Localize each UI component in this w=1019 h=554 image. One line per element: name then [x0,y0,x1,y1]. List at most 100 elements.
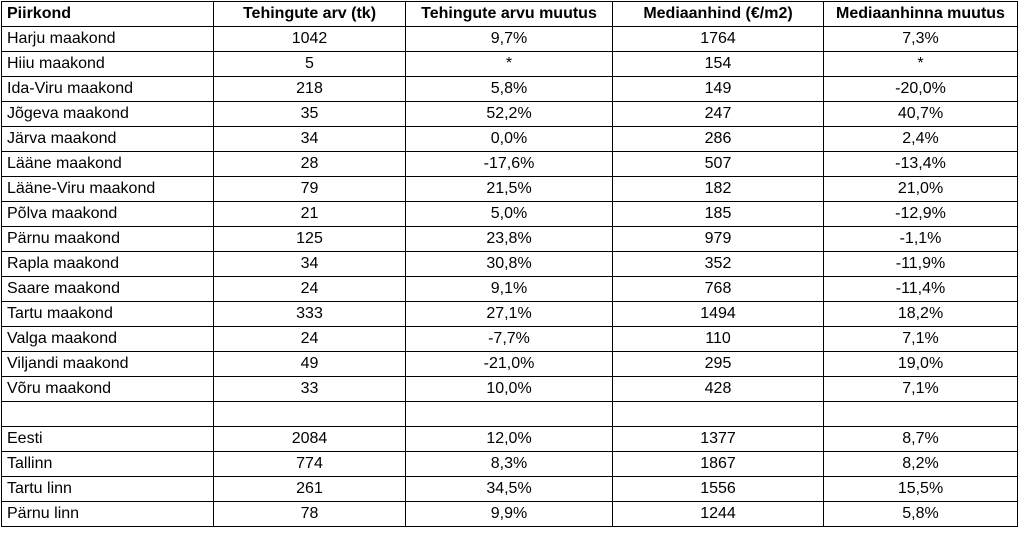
cell-median-price [612,401,824,427]
table-row: Võru maakond 33 10,0% 428 7,1% [1,376,1018,402]
cell-region: Võru maakond [1,376,214,402]
table-row: Põlva maakond 21 5,0% 185 -12,9% [1,201,1018,227]
cell-transactions: 125 [213,226,406,252]
cell-median-price: 352 [612,251,824,277]
cell-region: Eesti [1,426,214,452]
cell-median-price: 1867 [612,451,824,477]
cell-transactions-change: * [405,51,613,77]
cell-region: Valga maakond [1,326,214,352]
cell-transactions-change: 21,5% [405,176,613,202]
cell-transactions-change: 34,5% [405,476,613,502]
cell-median-price: 1494 [612,301,824,327]
cell-median-price-change: 8,2% [823,451,1018,477]
cell-transactions-change: -17,6% [405,151,613,177]
cell-transactions-change: 5,0% [405,201,613,227]
table-row: Rapla maakond 34 30,8% 352 -11,9% [1,251,1018,277]
cell-transactions: 34 [213,251,406,277]
cell-median-price-change: 40,7% [823,101,1018,127]
cell-median-price: 768 [612,276,824,302]
cell-median-price-change: 15,5% [823,476,1018,502]
cell-region [1,401,214,427]
cell-transactions: 218 [213,76,406,102]
cell-region: Lääne-Viru maakond [1,176,214,202]
header-median-price-change: Mediaanhinna muutus [823,1,1018,27]
cell-transactions-change: 0,0% [405,126,613,152]
cell-median-price: 154 [612,51,824,77]
cell-transactions-change: 30,8% [405,251,613,277]
cell-region: Rapla maakond [1,251,214,277]
cell-median-price-change: 5,8% [823,501,1018,527]
table-row [1,401,1018,427]
cell-transactions: 49 [213,351,406,377]
cell-median-price: 1244 [612,501,824,527]
cell-transactions-change: -7,7% [405,326,613,352]
table-row: Saare maakond 24 9,1% 768 -11,4% [1,276,1018,302]
cell-transactions: 78 [213,501,406,527]
cell-transactions-change: 9,7% [405,26,613,52]
cell-transactions-change: 9,1% [405,276,613,302]
cell-median-price: 286 [612,126,824,152]
table-row: Pärnu maakond 125 23,8% 979 -1,1% [1,226,1018,252]
cell-median-price: 182 [612,176,824,202]
cell-median-price-change: 21,0% [823,176,1018,202]
cell-region: Harju maakond [1,26,214,52]
cell-median-price-change [823,401,1018,427]
cell-region: Järva maakond [1,126,214,152]
table-row: Eesti 2084 12,0% 1377 8,7% [1,426,1018,452]
cell-transactions: 79 [213,176,406,202]
cell-median-price: 428 [612,376,824,402]
cell-transactions: 21 [213,201,406,227]
real-estate-table: Piirkond Tehingute arv (tk) Tehingute ar… [1,1,1018,527]
cell-median-price-change: -13,4% [823,151,1018,177]
cell-region: Tartu maakond [1,301,214,327]
cell-region: Tallinn [1,451,214,477]
cell-median-price-change: 19,0% [823,351,1018,377]
cell-transactions: 333 [213,301,406,327]
cell-region: Ida-Viru maakond [1,76,214,102]
cell-transactions: 34 [213,126,406,152]
cell-transactions [213,401,406,427]
cell-transactions-change: 27,1% [405,301,613,327]
table-row: Jõgeva maakond 35 52,2% 247 40,7% [1,101,1018,127]
cell-median-price-change: -12,9% [823,201,1018,227]
cell-transactions-change: 10,0% [405,376,613,402]
cell-transactions-change: -21,0% [405,351,613,377]
cell-transactions: 35 [213,101,406,127]
cell-median-price: 185 [612,201,824,227]
cell-median-price-change: -20,0% [823,76,1018,102]
cell-transactions-change: 12,0% [405,426,613,452]
cell-median-price: 110 [612,326,824,352]
cell-median-price: 507 [612,151,824,177]
cell-median-price-change: 7,1% [823,376,1018,402]
cell-transactions-change: 9,9% [405,501,613,527]
table-row: Lääne maakond 28 -17,6% 507 -13,4% [1,151,1018,177]
cell-transactions-change [405,401,613,427]
cell-region: Pärnu linn [1,501,214,527]
cell-transactions-change: 23,8% [405,226,613,252]
table-row: Hiiu maakond 5 * 154 * [1,51,1018,77]
table-body: Harju maakond 1042 9,7% 1764 7,3% Hiiu maakon… [1,26,1018,527]
header-median-price: Mediaanhind (€/m2) [612,1,824,27]
cell-median-price: 295 [612,351,824,377]
cell-region: Põlva maakond [1,201,214,227]
header-transactions: Tehingute arv (tk) [213,1,406,27]
cell-median-price-change: * [823,51,1018,77]
header-region: Piirkond [1,1,214,27]
cell-median-price-change: 7,1% [823,326,1018,352]
cell-median-price: 1764 [612,26,824,52]
cell-median-price-change: 8,7% [823,426,1018,452]
cell-transactions: 2084 [213,426,406,452]
cell-median-price-change: -11,9% [823,251,1018,277]
table-row: Järva maakond 34 0,0% 286 2,4% [1,126,1018,152]
cell-median-price: 149 [612,76,824,102]
cell-transactions: 33 [213,376,406,402]
cell-median-price: 1556 [612,476,824,502]
table-row: Lääne-Viru maakond 79 21,5% 182 21,0% [1,176,1018,202]
table-row: Tartu maakond 333 27,1% 1494 18,2% [1,301,1018,327]
cell-median-price-change: 18,2% [823,301,1018,327]
table-row: Harju maakond 1042 9,7% 1764 7,3% [1,26,1018,52]
table-row: Tallinn 774 8,3% 1867 8,2% [1,451,1018,477]
cell-region: Hiiu maakond [1,51,214,77]
cell-transactions: 774 [213,451,406,477]
cell-median-price-change: 7,3% [823,26,1018,52]
